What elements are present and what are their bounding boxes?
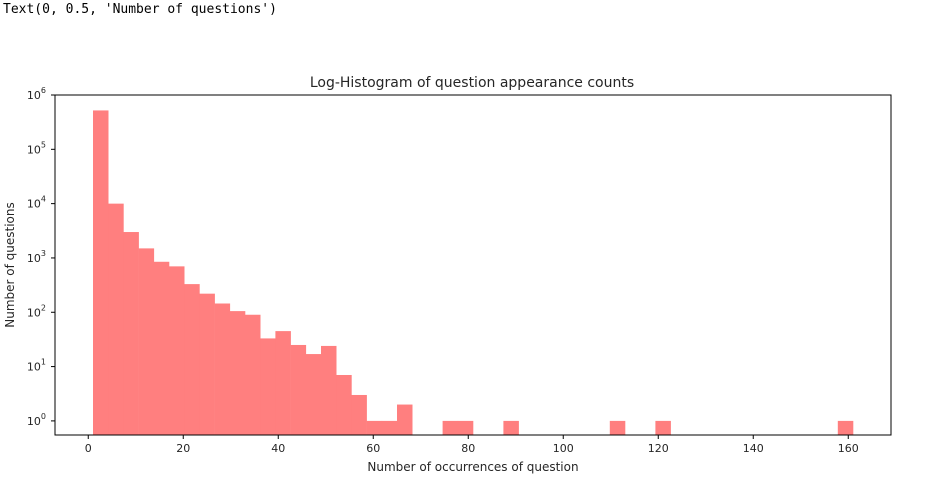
- histogram-bar: [305, 354, 322, 435]
- x-axis-label: Number of occurrences of question: [367, 460, 578, 474]
- histogram-bar: [214, 303, 231, 435]
- x-tick-label: 100: [553, 442, 574, 455]
- histogram-bar: [245, 314, 261, 435]
- histogram-bar: [321, 345, 337, 435]
- y-tick-label: 106: [27, 86, 46, 102]
- histogram-bar: [108, 203, 124, 435]
- histogram-bar: [381, 420, 398, 435]
- chart-title: Log-Histogram of question appearance cou…: [310, 75, 634, 91]
- histogram-bar: [275, 331, 291, 435]
- x-tick-label: 80: [461, 442, 475, 455]
- histogram-bar: [93, 110, 109, 436]
- y-axis-ticks: 100 101 102 103 104 105 106: [27, 86, 55, 428]
- y-tick-label: 104: [27, 195, 46, 211]
- histogram-bar: [837, 420, 854, 435]
- histogram-bar: [397, 404, 413, 435]
- y-tick-label: 100: [27, 412, 46, 428]
- histogram-bar: [457, 420, 474, 435]
- x-tick-label: 140: [743, 442, 764, 455]
- x-tick-label: 160: [838, 442, 859, 455]
- histogram-bar: [503, 420, 519, 435]
- x-tick-label: 40: [271, 442, 285, 455]
- y-axis-label: Number of questions: [3, 202, 17, 328]
- histogram-bar: [336, 374, 352, 435]
- cell-output-text: Text(0, 0.5, 'Number of questions'): [3, 2, 277, 17]
- histogram-bar: [153, 261, 170, 435]
- histogram-bar: [123, 232, 139, 435]
- y-tick-label: 103: [27, 249, 46, 265]
- x-tick-label: 60: [366, 442, 380, 455]
- histogram-bar: [260, 338, 276, 435]
- x-tick-label: 0: [85, 442, 92, 455]
- histogram-bar: [199, 293, 215, 435]
- histogram-bar: [184, 284, 200, 435]
- x-tick-label: 120: [648, 442, 669, 455]
- histogram-bar: [655, 420, 671, 435]
- histogram-bar: [169, 266, 185, 435]
- y-tick-label: 102: [27, 303, 46, 319]
- histogram-bar: [229, 311, 246, 435]
- histogram-bars: [93, 110, 854, 436]
- histogram-bar: [290, 344, 307, 435]
- plot-frame: [54, 94, 892, 436]
- histogram-bar: [366, 420, 383, 435]
- histogram-bar: [351, 394, 367, 435]
- y-tick-label: 105: [27, 140, 46, 156]
- y-tick-label: 101: [27, 358, 46, 374]
- histogram-bar: [442, 420, 459, 435]
- histogram-bar: [609, 420, 626, 435]
- histogram-bar: [138, 248, 155, 435]
- x-axis-ticks: 0 20 40 60 80 100 120 140 160: [85, 435, 859, 455]
- x-tick-label: 20: [176, 442, 190, 455]
